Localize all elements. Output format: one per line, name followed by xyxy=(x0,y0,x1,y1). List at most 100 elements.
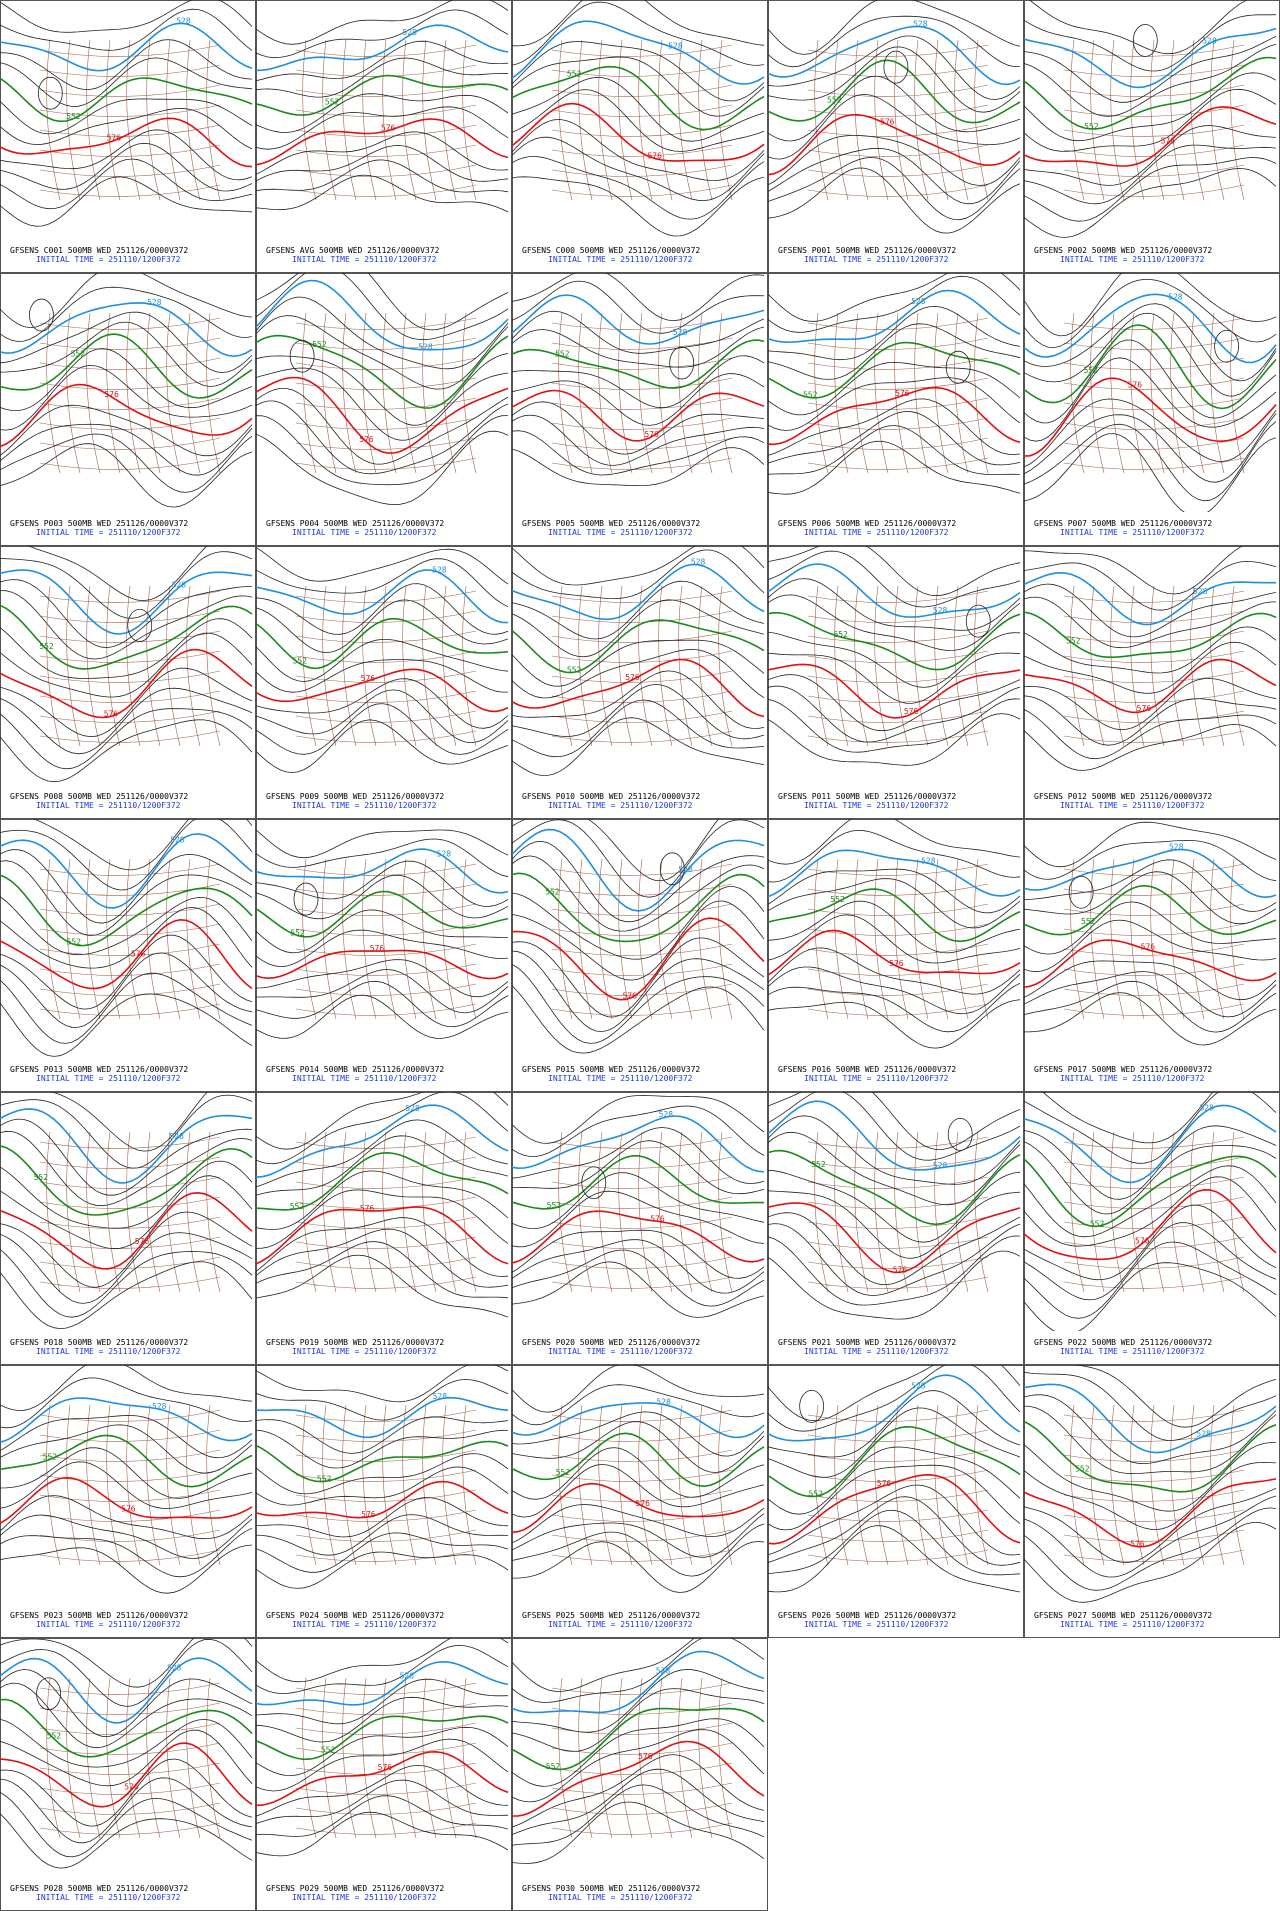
contour-low xyxy=(581,1166,607,1200)
caption-bg xyxy=(1,239,255,272)
contour-line xyxy=(768,289,1021,344)
contour-label: 576 xyxy=(650,1214,665,1223)
contour-line xyxy=(1024,1405,1277,1475)
contour-line xyxy=(768,1446,1021,1515)
contour-line xyxy=(512,872,765,943)
contour-line xyxy=(1024,583,1277,638)
contour-label: 552 xyxy=(830,895,845,904)
map-panel: 528 552 576 GFSENS P021 500MB WED 251126/00… xyxy=(768,1092,1024,1365)
contour-line xyxy=(768,663,1021,719)
contour-label: 576 xyxy=(135,1237,150,1246)
contour-line xyxy=(256,659,508,693)
contour-line xyxy=(0,1718,253,1768)
contour-line xyxy=(0,632,253,698)
panel-title: GFSENS P019 500MB WED 251126/0000V372 xyxy=(266,1338,444,1347)
contour-line xyxy=(512,1,765,66)
contour-line xyxy=(512,699,765,758)
contour-line xyxy=(1024,839,1277,882)
caption-bg xyxy=(513,239,767,272)
map-panel: 528 552 576 GFSENS P017 500MB WED 251126/00… xyxy=(1024,819,1280,1092)
contour-line xyxy=(512,20,765,85)
caption-bg xyxy=(1025,1058,1279,1091)
contour-line xyxy=(0,918,253,990)
caption-bg xyxy=(1,1331,255,1364)
contour-label: 528 xyxy=(933,1161,948,1170)
contour-line xyxy=(512,1513,765,1558)
contour-low xyxy=(945,350,971,384)
caption-bg xyxy=(1,512,255,545)
contour-line xyxy=(768,377,1021,431)
contour-line xyxy=(0,286,253,342)
contour-label: 552 xyxy=(1081,917,1096,926)
contour-label: 576 xyxy=(880,117,895,126)
contour-line xyxy=(768,1374,1021,1442)
contour-line xyxy=(0,1638,253,1688)
contour-line xyxy=(768,914,1021,964)
contour-line xyxy=(0,1527,253,1578)
map-panel: 528 552 576 GFSENS P022 500MB WED 251126/00… xyxy=(1024,1092,1280,1365)
caption-bg xyxy=(769,512,1023,545)
contour-line xyxy=(1024,939,1277,988)
contour-low xyxy=(1068,875,1094,909)
caption-bg xyxy=(257,512,511,545)
contour-line xyxy=(1024,1241,1277,1319)
contour-line xyxy=(512,1801,765,1864)
contour-line xyxy=(0,648,253,719)
contour-line xyxy=(768,1525,1021,1593)
contour-line xyxy=(256,909,508,954)
panel-title: GFSENS P021 500MB WED 251126/0000V372 xyxy=(778,1338,956,1347)
contour-line xyxy=(1024,709,1277,760)
contour-line xyxy=(256,1228,509,1288)
contour-line xyxy=(256,1104,509,1178)
panel-init: INITIAL TIME = 251110/1200F372 xyxy=(804,255,949,264)
contour-line xyxy=(256,279,509,351)
contour-line xyxy=(256,0,509,45)
map-outline xyxy=(551,858,733,1020)
contour-line xyxy=(768,1390,1021,1458)
contour-line xyxy=(512,1784,765,1846)
map-panel: 528 552 576 GFSENS C001 500MB WED 251126/00… xyxy=(0,0,256,273)
contour-line xyxy=(256,1217,509,1277)
contour-label: 528 xyxy=(921,856,936,865)
contour-line xyxy=(0,142,253,192)
contour-line xyxy=(0,176,253,227)
contour-label: 576 xyxy=(877,1479,892,1488)
contour-line xyxy=(512,176,765,237)
contour-line xyxy=(768,15,1020,68)
map-outline xyxy=(39,1677,221,1839)
panel-title: GFSENS C001 500MB WED 251126/0000V372 xyxy=(10,246,188,255)
contour-line xyxy=(1024,560,1277,611)
contour-line xyxy=(0,896,253,956)
contour-line xyxy=(512,1729,765,1803)
contour-label: 528 xyxy=(167,1663,182,1672)
contour-line xyxy=(1024,901,1277,955)
contour-line xyxy=(0,383,253,448)
map-panel: 528 552 576 GFSENS P019 500MB WED 251126/00… xyxy=(256,1092,512,1365)
contour-line xyxy=(1024,658,1277,714)
contour-label: 576 xyxy=(904,707,919,716)
contour-line xyxy=(256,959,509,998)
contour-line xyxy=(256,1795,509,1837)
contour-line xyxy=(1024,1507,1277,1591)
contour-line xyxy=(768,273,1021,322)
map-panel: 528 552 576 GFSENS P016 500MB WED 251126/00… xyxy=(768,819,1024,1092)
contour-line xyxy=(768,829,1021,883)
panel-title: GFSENS P003 500MB WED 251126/0000V372 xyxy=(10,519,188,528)
caption-bg xyxy=(769,239,1023,272)
contour-line xyxy=(512,373,765,426)
caption-bg xyxy=(769,1604,1023,1637)
contour-line xyxy=(0,1365,253,1411)
contour-line xyxy=(0,1377,253,1429)
contour-line xyxy=(1024,14,1277,72)
contour-label: 552 xyxy=(1066,637,1081,646)
contour-line xyxy=(1024,919,1277,973)
contour-line xyxy=(768,1223,1021,1296)
contour-line xyxy=(0,569,253,635)
contour-line xyxy=(0,579,253,648)
contour-line xyxy=(512,840,765,923)
contour-line xyxy=(768,93,1021,160)
contour-line xyxy=(256,315,509,390)
contour-line xyxy=(1024,273,1277,337)
contour-label: 552 xyxy=(321,1746,336,1755)
contour-line xyxy=(512,1650,765,1714)
